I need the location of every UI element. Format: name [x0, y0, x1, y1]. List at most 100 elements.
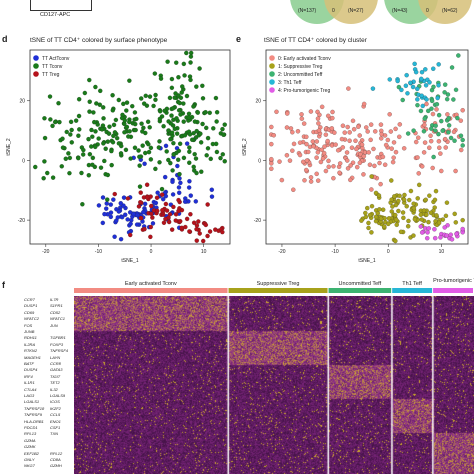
data-point	[169, 113, 174, 118]
data-point	[178, 95, 184, 101]
data-point	[221, 132, 226, 137]
data-point	[211, 126, 216, 131]
data-point	[436, 62, 441, 67]
data-point	[176, 185, 182, 190]
data-point	[340, 123, 346, 128]
gene-label: CTLA4	[24, 386, 37, 392]
data-point	[187, 160, 192, 165]
data-point	[140, 143, 145, 148]
data-point	[346, 86, 351, 91]
gene-label: CD8A	[50, 457, 61, 462]
data-point	[325, 138, 330, 144]
data-point	[47, 94, 53, 99]
gene-label: LGALS9	[50, 393, 66, 398]
data-point	[297, 140, 303, 145]
data-point	[86, 173, 92, 178]
data-point	[392, 194, 397, 199]
data-point	[405, 91, 410, 96]
data-point	[453, 87, 459, 93]
data-point	[73, 118, 79, 123]
gene-label: IL1R1	[24, 380, 35, 386]
data-point	[208, 156, 213, 162]
data-point	[419, 69, 425, 75]
data-point	[448, 232, 453, 237]
data-point	[188, 60, 193, 65]
data-point	[41, 176, 46, 181]
data-point	[347, 138, 352, 143]
data-point	[157, 109, 163, 114]
cluster-bar	[328, 288, 392, 293]
data-point	[458, 147, 464, 153]
data-point	[405, 224, 411, 229]
data-point	[91, 110, 96, 115]
data-point	[351, 127, 357, 132]
data-point	[169, 85, 175, 91]
data-point	[187, 229, 192, 234]
data-point	[430, 111, 436, 117]
data-point	[433, 128, 438, 133]
data-point	[314, 171, 319, 177]
data-point	[310, 139, 316, 144]
legend-label: TT ActTconv	[42, 56, 70, 62]
data-point	[52, 119, 58, 125]
data-point	[429, 106, 434, 111]
gene-label: DUSP4	[24, 367, 38, 373]
data-point	[359, 218, 364, 223]
data-point	[367, 162, 373, 167]
data-point	[368, 122, 374, 127]
data-point	[269, 124, 274, 130]
venn-diagram-a: (N=137) 0 (N=27)	[290, 0, 390, 24]
data-point	[93, 144, 98, 150]
data-point	[443, 145, 448, 150]
data-point	[329, 143, 335, 148]
data-point	[76, 155, 81, 161]
data-point	[315, 116, 321, 121]
data-point	[121, 195, 127, 200]
data-point	[59, 164, 64, 169]
data-point	[186, 115, 192, 120]
data-point	[196, 219, 201, 224]
data-point	[90, 162, 95, 167]
data-point	[436, 112, 442, 118]
data-point	[433, 123, 438, 128]
data-point	[166, 119, 171, 124]
data-point	[214, 119, 219, 124]
data-point	[192, 119, 198, 124]
data-point	[448, 135, 454, 141]
data-point	[116, 209, 122, 214]
data-point	[119, 214, 125, 220]
data-point	[401, 146, 407, 151]
data-point	[112, 234, 117, 239]
data-point	[269, 161, 274, 166]
legend-label: TT Treg	[42, 72, 60, 78]
data-point	[194, 227, 199, 232]
data-point	[380, 154, 386, 160]
data-point	[288, 126, 294, 131]
y-tick-label: 0	[258, 158, 261, 164]
data-point	[382, 162, 388, 167]
data-point	[284, 153, 290, 158]
data-point	[177, 100, 182, 106]
data-point	[138, 190, 143, 195]
data-point	[315, 150, 321, 155]
data-point	[160, 207, 165, 213]
data-point	[177, 190, 182, 195]
gene-label: CCL5	[50, 412, 61, 418]
data-point	[133, 127, 138, 133]
data-point	[112, 191, 117, 197]
gene-label: GNLY	[24, 457, 35, 462]
data-point	[89, 127, 94, 133]
cluster-label: Early activated Tconv	[124, 281, 177, 287]
data-point	[174, 60, 179, 65]
data-point	[142, 161, 147, 166]
data-point	[67, 170, 72, 176]
data-point	[178, 112, 183, 117]
gene-label: CCR7	[24, 297, 35, 302]
data-point	[188, 193, 193, 198]
data-point	[184, 141, 190, 146]
data-point	[187, 149, 192, 154]
data-point	[123, 147, 129, 153]
data-point	[167, 95, 173, 101]
data-point	[203, 110, 208, 115]
venn-diagram-b: (N=43) 0 (N=62)	[384, 0, 474, 24]
